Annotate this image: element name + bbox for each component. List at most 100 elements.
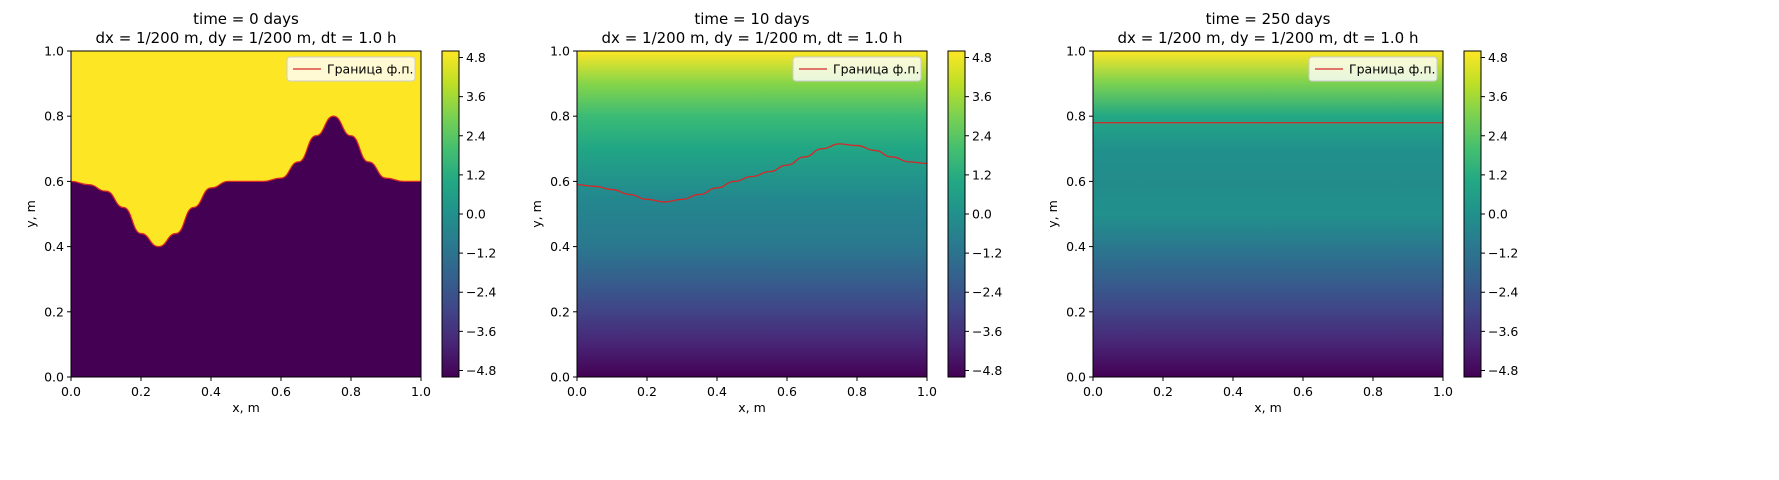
colorbar-tick-label: 0.0 (1488, 207, 1508, 222)
colorbar-tick-label: 4.8 (972, 50, 992, 65)
y-tick-label: 0.4 (44, 239, 64, 254)
colorbar-tick-label: −3.6 (466, 324, 496, 339)
field-gradient (1093, 51, 1443, 377)
colorbar: 4.8 3.6 2.4 1.2 0.0 −1.2 −2.4 −3.6 −4.8 (1463, 50, 1518, 378)
colorbar-gradient (947, 50, 966, 378)
legend-box (792, 56, 922, 82)
colorbar-tick-label: 2.4 (1488, 128, 1508, 143)
chart-title: time = 10 days (694, 10, 809, 28)
colorbar: 4.8 3.6 2.4 1.2 0.0 −1.2 −2.4 −3.6 −4.8 (441, 50, 496, 378)
colorbar-tick-label: 2.4 (972, 128, 992, 143)
colorbar-tick-label: 0.0 (972, 207, 992, 222)
x-tick-label: 0.4 (707, 384, 727, 399)
colorbar-tick-label: −2.4 (466, 285, 496, 300)
x-axis-label: x, m (1254, 400, 1282, 415)
colorbar-gradient (441, 50, 460, 378)
panel-3: 0.0 0.2 0.4 0.6 0.8 1.0 0.0 0.2 0.4 0.6 0.8 1.0 time… (1045, 10, 1518, 415)
x-tick-label: 0.2 (637, 384, 657, 399)
colorbar-tick-label: −3.6 (1488, 324, 1518, 339)
x-tick-label: 0.2 (131, 384, 151, 399)
y-tick-label: 0.4 (550, 239, 570, 254)
front-line (576, 143, 928, 203)
y-tick-label: 0.8 (550, 109, 570, 124)
legend-label: Граница ф.п. (833, 62, 919, 77)
x-tick-label: 0.6 (271, 384, 291, 399)
x-tick-label: 0.6 (777, 384, 797, 399)
colorbar-tick-label: −4.8 (972, 363, 1002, 378)
y-tick-label: 0.0 (44, 370, 64, 385)
x-tick-label: 0.6 (1293, 384, 1313, 399)
axes-frame (576, 50, 928, 378)
field-lower-region (71, 116, 421, 377)
axes-frame (1092, 50, 1444, 378)
colorbar-tick-label: 0.0 (466, 207, 486, 222)
y-axis-label: y, m (529, 200, 544, 228)
y-tick-label: 0.8 (1066, 109, 1086, 124)
legend: Граница ф.п. (1308, 56, 1438, 82)
x-tick-label: 0.8 (341, 384, 361, 399)
y-tick-label: 0.8 (44, 109, 64, 124)
colorbar-tick-label: 4.8 (466, 50, 486, 65)
x-tick-label: 0.0 (1083, 384, 1103, 399)
chart-subtitle: dx = 1/200 m, dy = 1/200 m, dt = 1.0 h (96, 29, 397, 47)
x-axis-label: x, m (232, 400, 260, 415)
y-tick-label: 0.0 (550, 370, 570, 385)
y-tick-label: 1.0 (44, 44, 64, 59)
colorbar-tick-label: 3.6 (1488, 89, 1508, 104)
panel-2: 0.0 0.2 0.4 0.6 0.8 1.0 0.0 0.2 0.4 0.6 0.8 1.0 time… (529, 10, 1002, 415)
colorbar-tick-label: 1.2 (1488, 167, 1508, 182)
colorbar-tick-label: 2.4 (466, 128, 486, 143)
y-tick-label: 1.0 (550, 44, 570, 59)
x-tick-label: 0.0 (567, 384, 587, 399)
x-tick-label: 1.0 (917, 384, 937, 399)
colorbar-tick-label: 1.2 (972, 167, 992, 182)
colorbar-tick-label: 3.6 (466, 89, 486, 104)
legend: Граница ф.п. (792, 56, 922, 82)
colorbar-tick-label: −1.2 (466, 246, 496, 261)
y-tick-label: 0.2 (1066, 304, 1086, 319)
colorbar-tick-label: −3.6 (972, 324, 1002, 339)
chart-title: time = 250 days (1206, 10, 1331, 28)
y-axis-label: y, m (1045, 200, 1060, 228)
front-line (70, 115, 421, 248)
y-tick-label: 0.2 (44, 304, 64, 319)
y-tick-label: 0.4 (1066, 239, 1086, 254)
x-tick-label: 0.8 (847, 384, 867, 399)
colorbar-tick-label: −1.2 (1488, 246, 1518, 261)
legend-label: Граница ф.п. (1349, 62, 1435, 77)
x-tick-label: 1.0 (411, 384, 431, 399)
y-tick-label: 0.0 (1066, 370, 1086, 385)
colorbar-gradient (1463, 50, 1482, 378)
y-axis-label: y, m (23, 200, 38, 228)
x-tick-label: 0.4 (1223, 384, 1243, 399)
y-tick-label: 0.6 (1066, 174, 1086, 189)
field-gradient (577, 51, 927, 377)
legend-box (286, 56, 416, 82)
y-tick-label: 0.6 (550, 174, 570, 189)
colorbar-tick-label: 4.8 (1488, 50, 1508, 65)
legend-box (1308, 56, 1438, 82)
colorbar-tick-label: 3.6 (972, 89, 992, 104)
x-tick-label: 0.0 (61, 384, 81, 399)
chart-subtitle: dx = 1/200 m, dy = 1/200 m, dt = 1.0 h (602, 29, 903, 47)
y-tick-label: 1.0 (1066, 44, 1086, 59)
legend-label: Граница ф.п. (327, 62, 413, 77)
colorbar-tick-label: 1.2 (466, 167, 486, 182)
axes-frame (70, 50, 422, 378)
y-tick-label: 0.2 (550, 304, 570, 319)
colorbar-tick-label: −4.8 (1488, 363, 1518, 378)
x-tick-label: 0.8 (1363, 384, 1383, 399)
x-tick-label: 0.4 (201, 384, 221, 399)
x-tick-label: 0.2 (1153, 384, 1173, 399)
panel-1: 0.0 0.2 0.4 0.6 0.8 1.0 0.0 0.2 0.4 0.6 0.8 1.0 time… (23, 10, 496, 415)
colorbar-tick-label: −4.8 (466, 363, 496, 378)
y-tick-label: 0.6 (44, 174, 64, 189)
colorbar-tick-label: −1.2 (972, 246, 1002, 261)
colorbar: 4.8 3.6 2.4 1.2 0.0 −1.2 −2.4 −3.6 −4.8 (947, 50, 1002, 378)
colorbar-tick-label: −2.4 (1488, 285, 1518, 300)
x-tick-label: 1.0 (1433, 384, 1453, 399)
legend: Граница ф.п. (286, 56, 416, 82)
chart-subtitle: dx = 1/200 m, dy = 1/200 m, dt = 1.0 h (1118, 29, 1419, 47)
colorbar-tick-label: −2.4 (972, 285, 1002, 300)
